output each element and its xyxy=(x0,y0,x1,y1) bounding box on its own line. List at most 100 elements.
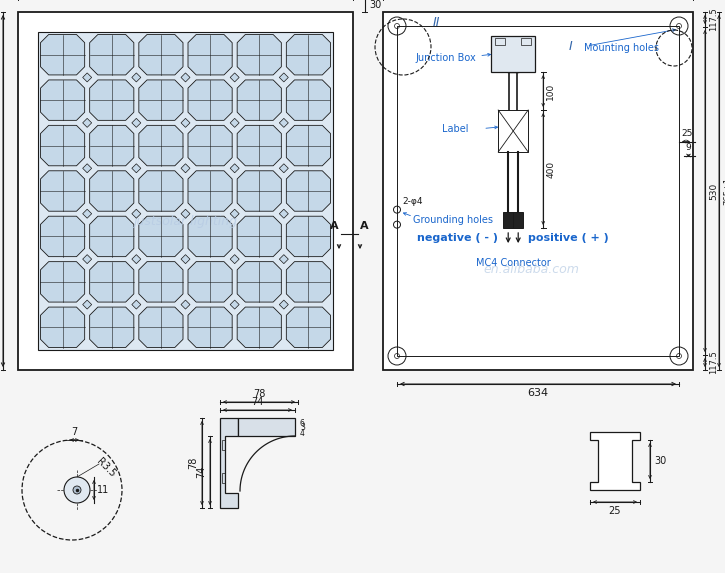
Text: 765±1: 765±1 xyxy=(723,177,725,205)
Text: R3.5: R3.5 xyxy=(95,457,117,480)
Polygon shape xyxy=(90,171,134,211)
Polygon shape xyxy=(83,164,91,173)
Text: en.alibaba.com: en.alibaba.com xyxy=(484,263,580,276)
Text: 25: 25 xyxy=(609,506,621,516)
Text: 100: 100 xyxy=(546,83,555,100)
Polygon shape xyxy=(83,119,91,127)
Text: 78: 78 xyxy=(253,389,265,399)
Polygon shape xyxy=(237,216,281,257)
Polygon shape xyxy=(230,119,239,127)
Polygon shape xyxy=(230,164,239,173)
Bar xyxy=(492,36,535,72)
Polygon shape xyxy=(237,262,281,302)
Polygon shape xyxy=(230,300,239,309)
Polygon shape xyxy=(188,216,232,257)
Bar xyxy=(222,473,225,483)
Text: 11: 11 xyxy=(97,485,109,495)
Bar xyxy=(513,212,523,228)
Text: negative ( - ): negative ( - ) xyxy=(417,233,498,243)
Text: 117.5: 117.5 xyxy=(709,351,718,374)
Polygon shape xyxy=(230,73,239,82)
Text: 25: 25 xyxy=(681,129,692,139)
Polygon shape xyxy=(237,34,281,75)
Text: 7: 7 xyxy=(71,427,78,437)
Text: 634: 634 xyxy=(527,388,549,398)
Polygon shape xyxy=(90,34,134,75)
Polygon shape xyxy=(181,300,190,309)
Bar xyxy=(397,26,679,356)
Polygon shape xyxy=(286,216,331,257)
Polygon shape xyxy=(279,209,289,218)
Polygon shape xyxy=(83,300,91,309)
Polygon shape xyxy=(181,209,190,218)
Polygon shape xyxy=(138,262,183,302)
Text: A: A xyxy=(360,221,368,231)
Polygon shape xyxy=(286,307,331,347)
Text: 6: 6 xyxy=(300,418,305,427)
Bar xyxy=(495,38,505,45)
Polygon shape xyxy=(83,254,91,264)
Polygon shape xyxy=(41,80,85,120)
Text: 3: 3 xyxy=(300,423,305,433)
Text: Label: Label xyxy=(442,124,468,134)
Text: 117.5: 117.5 xyxy=(709,7,718,32)
Text: A: A xyxy=(331,221,339,231)
Text: Grounding holes: Grounding holes xyxy=(413,215,493,225)
Polygon shape xyxy=(90,80,134,120)
Polygon shape xyxy=(279,73,289,82)
Polygon shape xyxy=(90,216,134,257)
Text: justsolar lighting: justsolar lighting xyxy=(133,214,238,227)
Polygon shape xyxy=(237,171,281,211)
Polygon shape xyxy=(138,80,183,120)
Polygon shape xyxy=(279,300,289,309)
Text: 74: 74 xyxy=(196,466,206,478)
Text: 74: 74 xyxy=(252,397,264,407)
Polygon shape xyxy=(279,119,289,127)
Polygon shape xyxy=(41,262,85,302)
Polygon shape xyxy=(132,119,141,127)
Polygon shape xyxy=(132,209,141,218)
Polygon shape xyxy=(132,254,141,264)
Bar xyxy=(222,440,225,450)
Polygon shape xyxy=(286,125,331,166)
Text: 530: 530 xyxy=(709,182,718,199)
Text: 78: 78 xyxy=(188,457,198,469)
Polygon shape xyxy=(279,254,289,264)
Polygon shape xyxy=(286,80,331,120)
Bar xyxy=(38,32,333,350)
Polygon shape xyxy=(230,254,239,264)
Polygon shape xyxy=(41,216,85,257)
Text: I: I xyxy=(569,40,573,53)
Bar xyxy=(18,12,353,370)
Polygon shape xyxy=(181,73,190,82)
Polygon shape xyxy=(237,307,281,347)
Polygon shape xyxy=(220,418,238,508)
Polygon shape xyxy=(138,216,183,257)
Text: 9: 9 xyxy=(685,143,691,152)
Text: MC4 Connector: MC4 Connector xyxy=(476,258,550,268)
Polygon shape xyxy=(41,125,85,166)
Text: positive ( + ): positive ( + ) xyxy=(529,233,609,243)
Polygon shape xyxy=(132,300,141,309)
Polygon shape xyxy=(83,73,91,82)
Polygon shape xyxy=(90,262,134,302)
Polygon shape xyxy=(188,125,232,166)
Polygon shape xyxy=(181,164,190,173)
Polygon shape xyxy=(181,119,190,127)
Bar xyxy=(498,110,529,152)
Polygon shape xyxy=(132,164,141,173)
Text: 30: 30 xyxy=(369,1,381,10)
Polygon shape xyxy=(188,307,232,347)
Polygon shape xyxy=(279,164,289,173)
Polygon shape xyxy=(181,254,190,264)
Circle shape xyxy=(64,477,90,503)
Polygon shape xyxy=(41,307,85,347)
Polygon shape xyxy=(230,209,239,218)
Polygon shape xyxy=(188,80,232,120)
Polygon shape xyxy=(138,125,183,166)
Polygon shape xyxy=(286,262,331,302)
Text: 4: 4 xyxy=(300,429,305,438)
Polygon shape xyxy=(188,171,232,211)
Polygon shape xyxy=(188,262,232,302)
Bar xyxy=(503,212,513,228)
